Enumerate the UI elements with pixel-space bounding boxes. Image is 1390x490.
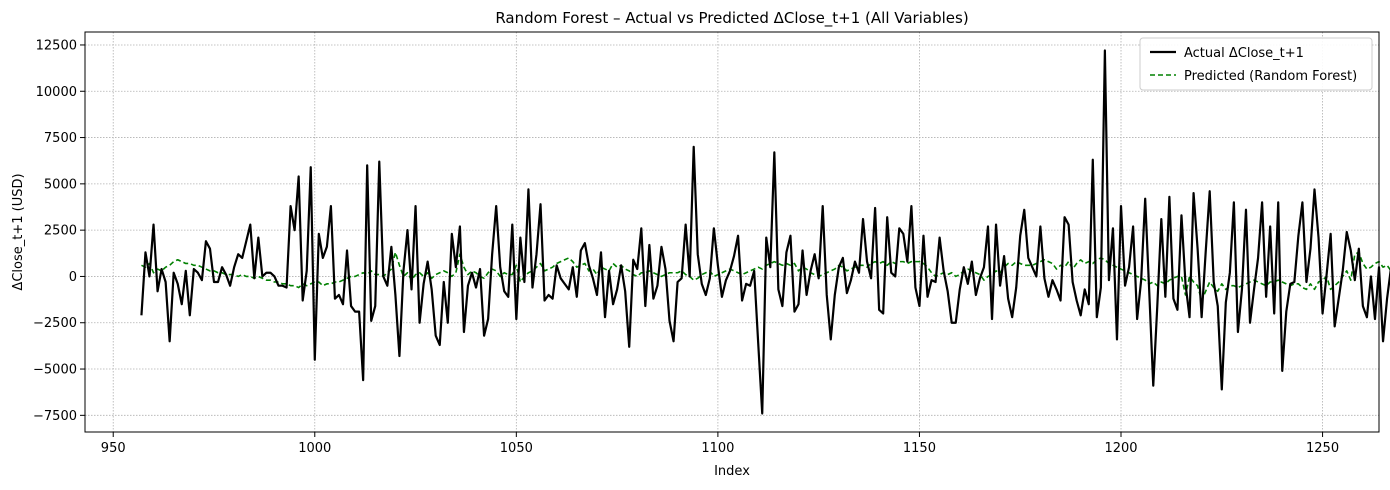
x-tick-label: 1150 bbox=[903, 441, 936, 456]
series-lines bbox=[140, 49, 1390, 415]
actual-series-line bbox=[140, 49, 1390, 415]
y-tick-label: −2500 bbox=[33, 316, 77, 331]
y-tick-label: 7500 bbox=[44, 131, 77, 146]
y-tick-label: 10000 bbox=[36, 85, 77, 100]
ticks: 950 1000 1050 1100 1150 1200 1250 −7500 −5000 −25… bbox=[33, 38, 1339, 456]
y-tick-label: 0 bbox=[69, 270, 77, 285]
x-tick-label: 1250 bbox=[1306, 441, 1339, 456]
grid bbox=[85, 32, 1379, 432]
legend: Actual ΔClose_t+1 Predicted (Random Fore… bbox=[1139, 37, 1373, 91]
x-tick-label: 1050 bbox=[500, 441, 533, 456]
y-tick-label: −7500 bbox=[33, 409, 77, 424]
y-tick-label: −5000 bbox=[33, 363, 77, 378]
x-axis-label: Index bbox=[714, 464, 750, 479]
x-tick-label: 1200 bbox=[1104, 441, 1137, 456]
legend-label-predicted: Predicted (Random Forest) bbox=[1184, 69, 1357, 84]
y-tick-label: 2500 bbox=[44, 224, 77, 239]
y-tick-label: 5000 bbox=[44, 177, 77, 192]
x-tick-label: 950 bbox=[101, 441, 126, 456]
legend-label-actual: Actual ΔClose_t+1 bbox=[1184, 46, 1304, 61]
x-tick-label: 1100 bbox=[701, 441, 734, 456]
x-tick-label: 1000 bbox=[298, 441, 331, 456]
legend-box bbox=[1139, 37, 1373, 91]
y-axis-label: ΔClose_t+1 (USD) bbox=[11, 173, 26, 290]
y-tick-label: 12500 bbox=[36, 38, 77, 53]
plot-frame bbox=[84, 31, 1380, 433]
chart-title: Random Forest – Actual vs Predicted ΔClo… bbox=[495, 9, 968, 28]
